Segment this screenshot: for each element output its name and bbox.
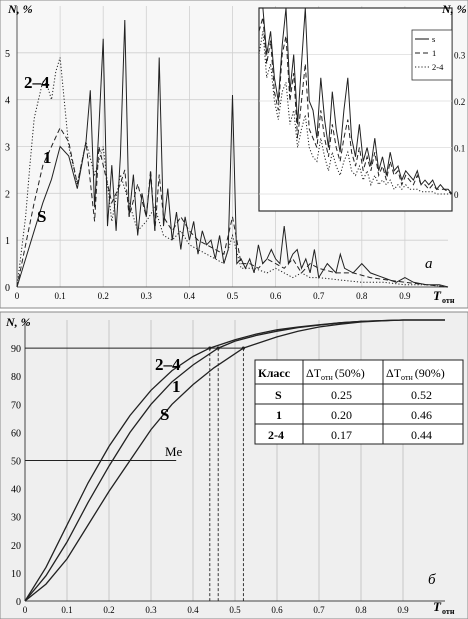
table-row-dt50: 0.17	[331, 428, 352, 442]
panel-b-y-tick-label: 60	[11, 428, 21, 439]
panel-b-background	[0, 311, 468, 619]
panel-a-x-label-sub: отн	[442, 296, 455, 305]
inset-legend-label: 1	[432, 48, 436, 58]
table-header-dt50-symbol: ΔT	[306, 366, 322, 380]
panel-b-y-tick-label: 30	[11, 513, 21, 524]
inset-y-tick-label: 0.2	[454, 97, 465, 107]
panel-a-label-1: 1	[43, 148, 52, 167]
inset-series-s	[259, 7, 453, 195]
table-row-class: S	[275, 388, 282, 402]
panel-a-x-tick-label: 0.6	[270, 291, 282, 301]
table-header-dt90: ΔTотн (90%)	[386, 366, 445, 382]
table-row-dt90: 0.44	[411, 428, 432, 442]
table-row-dt90: 0.52	[411, 388, 432, 402]
panel-a-x-tick-label: 0.2	[98, 291, 109, 301]
panel-a-y-tick-label: 3	[5, 143, 10, 154]
table-header-dt50-pct: (50%)	[335, 366, 365, 380]
panel-b-x-tick-label: 0.5	[229, 605, 241, 615]
panel-b-median-label: Me	[165, 444, 183, 459]
panel-b-y-tick-label: 80	[11, 372, 21, 383]
class-table: Класс ΔTотн (50%) ΔTотн (90%) S 0.25 0.52 …	[254, 359, 464, 445]
panel-a-inset: 0 0.1 0.2 0.3 s 1 2-4	[258, 7, 466, 212]
panel-a-y-label-right: N, %	[441, 2, 467, 16]
panel-b-x-label-sub: отн	[442, 607, 455, 616]
table-header-dt90-symbol: ΔT	[386, 366, 402, 380]
table-row-dt50: 0.25	[331, 388, 352, 402]
inset-series-2-4	[258, 31, 452, 195]
panel-a-x-ticks: 0 0.1 0.2 0.3 0.4 0.5 0.6 0.7 0.8 0.9	[15, 291, 411, 301]
panel-b-x-tick-label: 0.6	[271, 605, 283, 615]
panel-a-y-tick-label: 0	[5, 283, 10, 294]
inset-series-1	[258, 17, 453, 195]
table-header-class: Класс	[258, 366, 291, 380]
panel-a-series-2-4	[16, 57, 449, 288]
panel-b-y-tick-label: 90	[11, 344, 21, 355]
panel-b-label-s: S	[160, 405, 169, 424]
panel-b-x-tick-label: 0.8	[355, 605, 367, 615]
panel-a-letter: a	[425, 256, 433, 272]
panel-b-x-tick-label: 0.2	[103, 605, 114, 615]
panel-a-series	[16, 19, 449, 288]
inset-legend-label: 2-4	[432, 62, 444, 72]
panel-b-label-1: 1	[172, 377, 181, 396]
panel-a-x-tick-label: 0.1	[54, 291, 65, 301]
panel-a-x-tick-label: 0	[15, 291, 20, 301]
panel-a-x-tick-label: 0.5	[227, 291, 239, 301]
table-row-dt50: 0.20	[331, 408, 352, 422]
panel-a-label-s: S	[37, 207, 46, 226]
inset-legend-box	[411, 29, 453, 81]
table-header-dt50-sub: отн	[321, 373, 333, 382]
panel-b-y-tick-label: 10	[11, 569, 21, 580]
panel-b-x-ticks: 0 0.1 0.2 0.3 0.4 0.5 0.6 0.7 0.8 0.9	[23, 605, 409, 615]
table-row-class: 2-4	[268, 428, 284, 442]
panel-a-x-label: T	[433, 288, 442, 303]
panel-b-reference-lines	[25, 346, 245, 601]
panel-b-label-2-4: 2–4	[155, 355, 181, 374]
panel-a-y-tick-label: 5	[5, 49, 10, 60]
panel-b-series-S	[24, 319, 445, 602]
panel-b-x-label: T	[433, 599, 442, 614]
panel-a-series-S	[16, 19, 449, 288]
panel-b-y-tick-label: 50	[11, 457, 21, 468]
panel-b-y-tick-label: 0	[16, 597, 21, 608]
table-row-class: 1	[276, 408, 282, 422]
panel-b-x-tick-label: 0.3	[145, 605, 157, 615]
panel-b-letter: б	[428, 572, 436, 588]
panel-a-x-tick-label: 0.8	[356, 291, 368, 301]
panel-b-y-ticks: 0 10 20 30 40 50 60 70 80 90	[11, 344, 21, 608]
panel-b-x-tick-label: 0	[23, 605, 28, 615]
table-header-dt90-sub: отн	[401, 373, 413, 382]
inset-y-tick-label: 0.1	[454, 144, 465, 154]
panel-b-y-tick-label: 40	[11, 485, 21, 496]
panel-b-y-label: N, %	[5, 315, 31, 329]
panel-a-y-tick-label: 4	[5, 96, 10, 107]
panel-a-x-tick-label: 0.4	[184, 291, 196, 301]
panel-b-x-tick-label: 0.4	[187, 605, 199, 615]
class-table-background	[254, 359, 464, 445]
panel-a-y-tick-label: 1	[5, 236, 10, 247]
panel-a-label-2-4: 2–4	[24, 73, 50, 92]
inset-legend-label: s	[432, 34, 435, 44]
table-header-dt90-pct: (90%)	[415, 366, 445, 380]
panel-b-y-tick-label: 20	[11, 541, 21, 552]
panel-b-x-tick-label: 0.7	[313, 605, 325, 615]
panel-b-series	[24, 319, 445, 602]
inset-y-tick-label: 0.3	[454, 51, 466, 61]
panel-b-x-tick-label: 0.1	[61, 605, 72, 615]
table-header-dt50: ΔTотн (50%)	[306, 366, 365, 382]
panel-b-x-tick-label: 0.9	[397, 605, 409, 615]
panel-a-y-tick-label: 2	[5, 189, 10, 200]
panel-a-x-tick-label: 0.9	[399, 291, 411, 301]
panel-b-y-tick-label: 70	[11, 400, 21, 411]
inset-y-tick-label: 0	[454, 190, 459, 200]
panel-a-x-tick-label: 0.7	[313, 291, 325, 301]
panel-a-y-label: N, %	[7, 2, 33, 16]
panel-a-y-ticks: 0 1 2 3 4 5	[5, 49, 10, 294]
panel-a-x-tick-label: 0.3	[141, 291, 153, 301]
table-row-dt90: 0.46	[411, 408, 432, 422]
